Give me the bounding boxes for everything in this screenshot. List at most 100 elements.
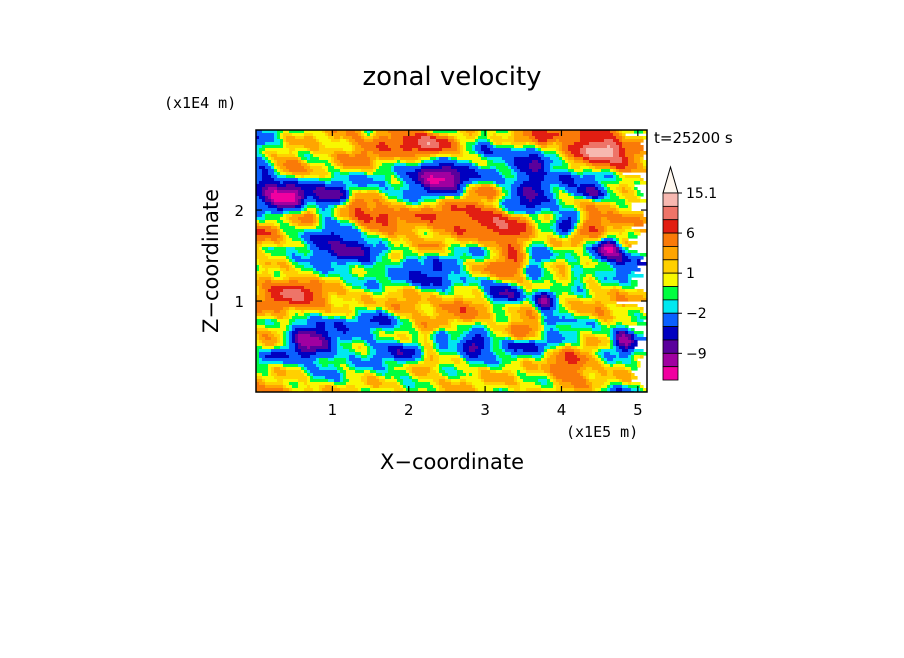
field-cell [403, 346, 419, 350]
field-cell [511, 283, 518, 287]
field-cell [619, 208, 632, 212]
field-cell [466, 373, 470, 377]
field-cell [418, 172, 425, 176]
field-cell [256, 319, 266, 323]
field-cell [436, 370, 440, 374]
field-cell [343, 286, 347, 290]
field-cell [619, 181, 635, 185]
field-cell [559, 277, 569, 281]
field-cell [268, 157, 272, 161]
field-cell [601, 253, 605, 257]
field-cell [274, 343, 278, 347]
field-cell [358, 220, 365, 224]
field-cell [367, 292, 374, 296]
field-cell [592, 244, 599, 248]
field-cell [580, 229, 590, 233]
field-cell [304, 241, 308, 245]
field-cell [565, 352, 575, 356]
field-cell [439, 232, 452, 236]
field-cell [319, 217, 323, 221]
field-cell [559, 190, 563, 194]
field-cell [430, 229, 434, 233]
field-cell [574, 352, 581, 356]
field-cell [610, 166, 617, 170]
field-cell [256, 184, 266, 188]
field-cell [424, 349, 428, 353]
field-cell [460, 271, 467, 275]
colorbar-label: 1 [686, 266, 695, 282]
field-cell [301, 367, 305, 371]
field-cell [457, 352, 461, 356]
field-cell [595, 301, 602, 305]
field-cell [553, 274, 557, 278]
field-cell [313, 211, 317, 215]
field-cell [304, 205, 308, 209]
field-cell [358, 190, 362, 194]
field-cell [619, 241, 623, 245]
field-cell [583, 145, 608, 149]
field-cell [535, 205, 560, 209]
field-cell [334, 205, 338, 209]
field-cell [628, 232, 635, 236]
field-cell [565, 160, 569, 164]
field-cell [406, 385, 416, 389]
field-cell [583, 226, 590, 230]
field-cell [562, 238, 569, 242]
field-cell [274, 190, 278, 194]
field-cell [337, 349, 350, 353]
field-cell [523, 145, 536, 149]
field-cell [550, 220, 557, 224]
field-cell [304, 382, 308, 386]
field-cell [628, 256, 644, 260]
field-cell [580, 286, 584, 290]
field-cell [616, 250, 620, 254]
field-cell [391, 310, 395, 314]
field-cell [439, 325, 452, 329]
field-cell [421, 217, 437, 221]
field-cell [256, 307, 284, 311]
field-cell [628, 250, 638, 254]
field-cell [388, 253, 392, 257]
field-cell [274, 136, 278, 140]
field-cell [385, 187, 389, 191]
field-cell [634, 337, 647, 341]
field-cell [262, 157, 266, 161]
field-cell [532, 226, 536, 230]
field-cell [337, 208, 341, 212]
field-cell [460, 256, 473, 260]
field-cell [493, 256, 500, 260]
field-cell [283, 385, 287, 389]
field-cell [298, 199, 302, 203]
field-cell [256, 157, 263, 161]
field-cell [418, 376, 446, 380]
field-cell [280, 229, 284, 233]
field-cell [586, 376, 590, 380]
field-cell [361, 313, 380, 317]
field-cell [520, 247, 524, 251]
field-cell [256, 172, 263, 176]
field-cell [643, 220, 647, 224]
field-cell [514, 157, 542, 161]
field-cell [559, 232, 569, 236]
field-cell [565, 202, 575, 206]
field-cell [328, 331, 344, 335]
field-cell [550, 247, 554, 251]
field-cell [436, 154, 452, 158]
field-cell [334, 355, 350, 359]
time-label: t=25200 s [654, 129, 733, 147]
field-cell [316, 322, 326, 326]
field-cell [604, 313, 611, 317]
field-cell [394, 313, 398, 317]
field-cell [568, 235, 572, 239]
field-cell [625, 154, 635, 158]
field-cell [493, 337, 506, 341]
field-cell [397, 313, 413, 317]
field-cell [385, 301, 419, 305]
field-cell [349, 304, 365, 308]
field-cell [265, 196, 269, 200]
field-cell [265, 325, 281, 329]
field-cell [292, 259, 296, 263]
field-cell [475, 184, 482, 188]
field-cell [595, 205, 611, 209]
field-cell [424, 232, 428, 236]
